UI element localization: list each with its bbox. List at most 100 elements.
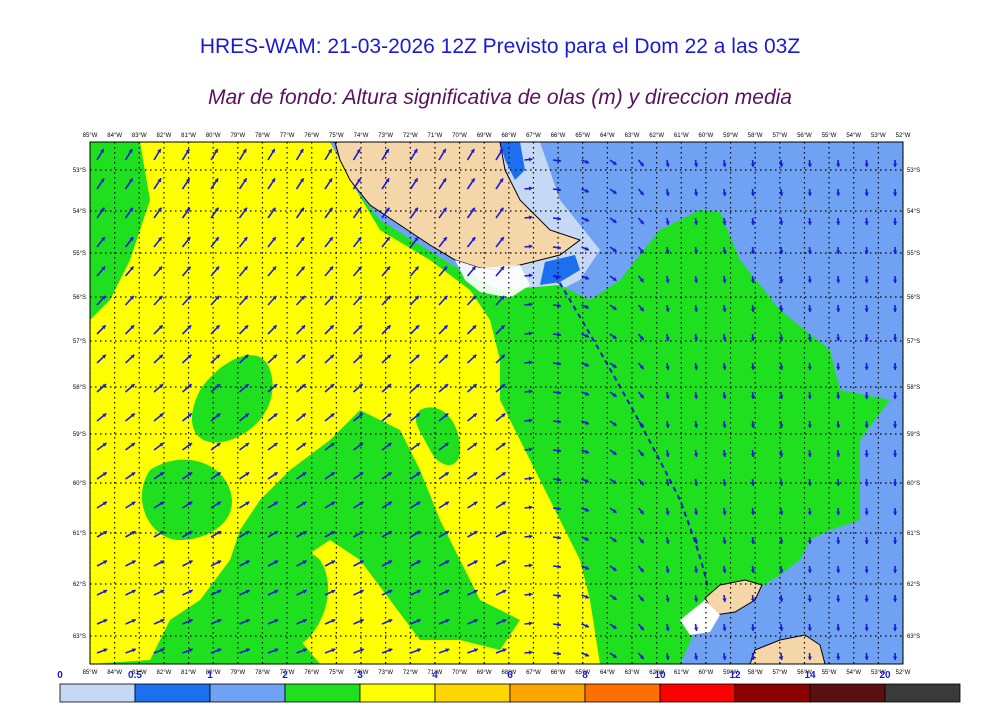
direction-arrow: [267, 412, 278, 422]
direction-arrow: [552, 187, 562, 192]
lat-label: 59°S: [907, 432, 920, 438]
direction-arrow: [210, 471, 222, 480]
direction-arrow: [295, 207, 305, 219]
direction-arrow: [892, 536, 898, 545]
direction-arrow: [410, 412, 421, 422]
lat-label: 54°S: [73, 209, 86, 215]
lon-label: 70°W: [452, 670, 467, 676]
direction-arrow: [352, 207, 362, 219]
direction-arrow: [581, 652, 590, 657]
lon-label: 77°W: [280, 670, 295, 676]
direction-arrow: [324, 412, 335, 422]
legend-swatch: [584, 683, 661, 703]
direction-arrow: [182, 412, 193, 422]
direction-arrow: [665, 362, 670, 371]
direction-arrow: [153, 412, 164, 422]
direction-arrow: [892, 304, 898, 313]
direction-arrow: [864, 246, 869, 255]
direction-arrow: [807, 275, 812, 284]
direction-arrow: [779, 275, 784, 284]
direction-arrow: [210, 265, 220, 277]
lon-label: 80°W: [206, 670, 221, 676]
direction-arrow: [153, 530, 165, 538]
direction-arrow: [296, 560, 307, 567]
direction-arrow: [96, 412, 107, 422]
direction-arrow: [609, 362, 617, 369]
direction-arrow: [609, 536, 617, 543]
direction-arrow: [807, 478, 812, 487]
direction-arrow: [324, 324, 335, 335]
direction-arrow: [210, 383, 221, 393]
direction-arrow: [210, 236, 220, 248]
direction-arrow: [665, 159, 670, 168]
direction-arrow: [552, 477, 562, 482]
direction-arrow: [124, 265, 135, 277]
direction-arrow: [524, 215, 533, 220]
direction-arrow: [892, 652, 898, 661]
direction-arrow: [722, 304, 727, 313]
lon-label: 78°W: [255, 133, 270, 139]
direction-arrow: [153, 589, 165, 596]
lon-label: 58°W: [748, 133, 763, 139]
direction-arrow: [552, 593, 562, 598]
lon-label: 68°W: [501, 133, 516, 139]
direction-arrow: [693, 565, 699, 574]
lat-labels-right: 53°S 54°S 55°S 56°S 57°S 58°S 59°S 60°S 61°S 62°S…: [907, 168, 920, 640]
legend-label: 3: [357, 670, 363, 681]
direction-arrow: [181, 265, 192, 277]
direction-arrow: [438, 236, 448, 248]
direction-arrow: [581, 333, 590, 338]
direction-arrow: [324, 560, 336, 567]
direction-arrow: [210, 442, 221, 451]
direction-arrow: [609, 565, 617, 572]
direction-arrow: [807, 159, 812, 168]
direction-arrow: [324, 265, 334, 277]
direction-arrow: [609, 246, 617, 253]
direction-arrow: [381, 412, 392, 422]
direction-arrow: [182, 560, 193, 567]
legend-label: 2: [282, 670, 288, 681]
direction-arrow: [438, 589, 450, 596]
direction-arrow: [438, 177, 447, 190]
direction-arrow: [864, 188, 869, 197]
direction-arrow: [637, 420, 645, 428]
lat-label: 63°S: [907, 634, 920, 640]
direction-arrow: [409, 324, 420, 335]
direction-arrow: [125, 560, 136, 567]
direction-arrow: [892, 478, 898, 487]
direction-arrow: [892, 420, 898, 429]
direction-arrow: [836, 652, 841, 661]
direction-arrow: [524, 476, 533, 481]
direction-arrow: [296, 442, 307, 451]
sea-blue: [500, 142, 525, 180]
direction-arrow: [750, 565, 756, 574]
direction-arrow: [182, 501, 193, 509]
direction-arrow: [353, 560, 364, 567]
direction-arrow: [495, 648, 507, 654]
lon-label: 66°W: [551, 670, 566, 676]
direction-arrow: [181, 236, 191, 248]
direction-arrow: [722, 652, 727, 661]
direction-arrow: [552, 506, 562, 511]
direction-arrow: [153, 265, 163, 277]
lat-label: 61°S: [907, 531, 920, 537]
direction-arrow: [637, 159, 645, 167]
direction-arrow: [353, 618, 365, 625]
direction-arrow: [524, 447, 533, 452]
legend-label: 10: [654, 670, 666, 681]
direction-arrow: [495, 471, 507, 480]
direction-arrow: [722, 188, 727, 197]
direction-arrow: [836, 594, 841, 603]
direction-arrow: [779, 478, 784, 487]
lon-label: 81°W: [181, 670, 196, 676]
direction-arrow: [637, 449, 645, 457]
direction-arrow: [239, 412, 250, 422]
lat-label: 60°S: [73, 481, 86, 487]
direction-arrow: [609, 507, 617, 514]
direction-arrow: [750, 275, 756, 284]
lon-label: 64°W: [600, 133, 615, 139]
direction-arrow: [96, 265, 106, 277]
lat-label: 58°S: [907, 385, 920, 391]
direction-arrow: [324, 207, 334, 219]
lon-label: 67°W: [526, 670, 541, 676]
